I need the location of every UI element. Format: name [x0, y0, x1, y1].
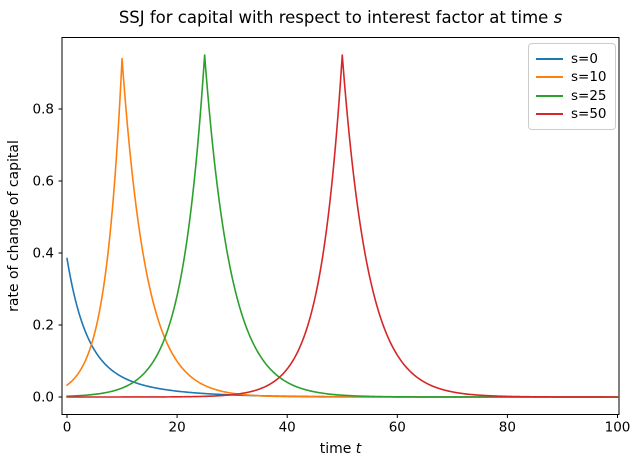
y-tick-label: 0.6: [33, 174, 54, 190]
x-tick-label: 40: [279, 420, 296, 436]
y-tick-label: 0.8: [33, 102, 54, 118]
legend-label: s=10: [571, 69, 607, 86]
x-tick-label: 60: [389, 420, 406, 436]
legend-item-s0: s=0: [536, 50, 608, 68]
x-axis-label-var: t: [355, 441, 362, 457]
x-axis-label: time t: [62, 441, 619, 457]
legend-item-s10: s=10: [536, 68, 608, 86]
y-tick-label: 0.0: [33, 390, 54, 406]
x-tick-label: 20: [169, 420, 186, 436]
legend-label: s=25: [571, 87, 607, 104]
x-tick-label: 0: [63, 420, 72, 436]
series-line-s0: [66, 257, 619, 398]
axes-spines: [61, 37, 620, 415]
legend: s=0 s=10 s=25 s=50: [528, 43, 616, 130]
chart-title-var: s: [553, 8, 563, 27]
y-tick-label: 0.2: [33, 318, 54, 334]
chart-title-text: SSJ for capital with respect to interest…: [118, 8, 554, 27]
x-tick-label: 80: [499, 420, 516, 436]
legend-label: s=0: [571, 51, 598, 67]
x-tick-label: 100: [605, 420, 631, 436]
y-tick-label: 0.4: [33, 246, 54, 262]
legend-line-swatch: [536, 112, 563, 115]
legend-line-swatch: [536, 94, 563, 97]
legend-item-s50: s=50: [536, 105, 608, 123]
legend-item-s25: s=25: [536, 87, 608, 105]
series-line-s50: [66, 54, 619, 398]
chart-title: SSJ for capital with respect to interest…: [62, 8, 619, 28]
legend-label: s=50: [571, 105, 607, 122]
legend-line-swatch: [536, 58, 563, 60]
x-axis-label-text: time: [319, 441, 356, 457]
legend-line-swatch: [536, 76, 563, 79]
